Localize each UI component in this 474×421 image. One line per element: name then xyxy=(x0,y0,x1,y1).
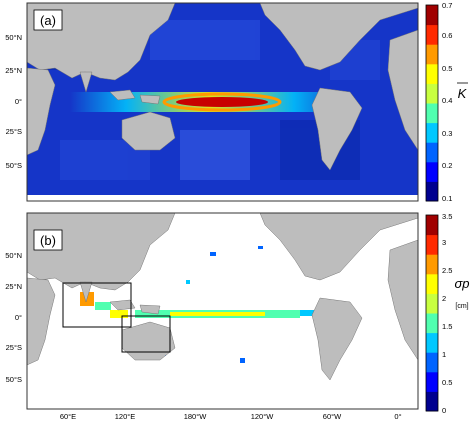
svg-text:2.5: 2.5 xyxy=(442,266,452,275)
colorbar-segment xyxy=(426,83,438,104)
svg-text:25°N: 25°N xyxy=(5,282,22,291)
svg-text:0°: 0° xyxy=(15,97,22,106)
svg-text:3: 3 xyxy=(442,238,446,247)
svg-text:0.4: 0.4 xyxy=(442,96,452,105)
colorbar-segment xyxy=(426,371,438,392)
colorbar-segment xyxy=(426,103,438,124)
svg-text:K: K xyxy=(458,86,468,101)
colorbar-segment xyxy=(426,63,438,84)
svg-text:120°W: 120°W xyxy=(251,412,275,421)
colorbar-symbol-b: σp [cm] xyxy=(454,276,469,310)
svg-text:(a): (a) xyxy=(40,13,56,28)
colorbar-segment xyxy=(426,181,438,202)
colorbar-segment xyxy=(426,273,438,294)
colorbar-segment xyxy=(426,352,438,373)
svg-text:0°: 0° xyxy=(394,412,401,421)
colorbar-segment xyxy=(426,5,438,26)
colorbar-segment xyxy=(426,215,438,236)
colorbar-segment xyxy=(426,142,438,163)
svg-text:60°E: 60°E xyxy=(60,412,76,421)
panel-label-a: (a) xyxy=(33,9,63,31)
svg-text:0.6: 0.6 xyxy=(442,31,452,40)
svg-text:25°S: 25°S xyxy=(6,127,22,136)
colorbar-segment xyxy=(426,293,438,314)
svg-text:25°N: 25°N xyxy=(5,66,22,75)
map-frame-b xyxy=(26,212,419,410)
svg-text:0°: 0° xyxy=(15,313,22,322)
lat-labels-b: 50°N 25°N 0° 25°S 50°S xyxy=(5,251,22,384)
region-box-1 xyxy=(62,282,132,328)
panel-label-b: (b) xyxy=(33,229,63,251)
svg-text:1: 1 xyxy=(442,350,446,359)
svg-text:(b): (b) xyxy=(40,233,56,248)
colorbar-segment xyxy=(426,161,438,182)
svg-text:120°E: 120°E xyxy=(115,412,136,421)
svg-text:50°N: 50°N xyxy=(5,251,22,260)
svg-text:180°W: 180°W xyxy=(184,412,208,421)
colorbar-segment xyxy=(426,332,438,353)
panel-a: (a) 50°N 25°N 0° 25°S 50°S 0.1 0.2 0.3 0… xyxy=(5,1,468,203)
svg-text:1.5: 1.5 xyxy=(442,322,452,331)
colorbar-segment xyxy=(426,391,438,412)
svg-text:0.1: 0.1 xyxy=(442,194,452,203)
svg-text:0.5: 0.5 xyxy=(442,64,452,73)
colorbar-b: 0 0.5 1 1.5 2 2.5 3 3.5 σp [cm] xyxy=(425,212,470,415)
colorbar-segment xyxy=(426,44,438,65)
svg-text:50°S: 50°S xyxy=(6,375,22,384)
svg-text:3.5: 3.5 xyxy=(442,212,452,221)
equatorial-halo-a xyxy=(162,92,282,112)
panel-b: (b) 50°N 25°N 0° 25°S 50°S 60°E 120°E 18… xyxy=(5,212,470,421)
svg-text:50°S: 50°S xyxy=(6,161,22,170)
svg-text:0.3: 0.3 xyxy=(442,129,452,138)
colorbar-segment xyxy=(426,234,438,255)
colorbar-segment xyxy=(426,313,438,334)
lat-labels-a: 50°N 25°N 0° 25°S 50°S xyxy=(5,33,22,170)
colorbar-segment xyxy=(426,24,438,45)
colorbar-symbol-a: K xyxy=(457,82,468,101)
equatorial-peak-a xyxy=(176,97,268,107)
land-b xyxy=(26,212,419,381)
region-box-2 xyxy=(121,315,171,353)
colorbar-segment xyxy=(426,254,438,275)
svg-text:0.5: 0.5 xyxy=(442,378,452,387)
land-a xyxy=(26,2,419,201)
svg-text:2: 2 xyxy=(442,294,446,303)
svg-text:60°W: 60°W xyxy=(323,412,342,421)
svg-text:0.7: 0.7 xyxy=(442,1,452,10)
svg-text:50°N: 50°N xyxy=(5,33,22,42)
lon-labels: 60°E 120°E 180°W 120°W 60°W 0° xyxy=(60,412,402,421)
svg-text:0.2: 0.2 xyxy=(442,161,452,170)
svg-text:25°S: 25°S xyxy=(6,343,22,352)
svg-text:σp: σp xyxy=(454,276,469,291)
colorbar-segment xyxy=(426,122,438,143)
svg-text:0: 0 xyxy=(442,406,446,415)
map-frame-a xyxy=(26,2,419,202)
svg-text:[cm]: [cm] xyxy=(455,303,468,310)
colorbar-a: 0.1 0.2 0.3 0.4 0.5 0.6 0.7 K xyxy=(425,1,468,203)
